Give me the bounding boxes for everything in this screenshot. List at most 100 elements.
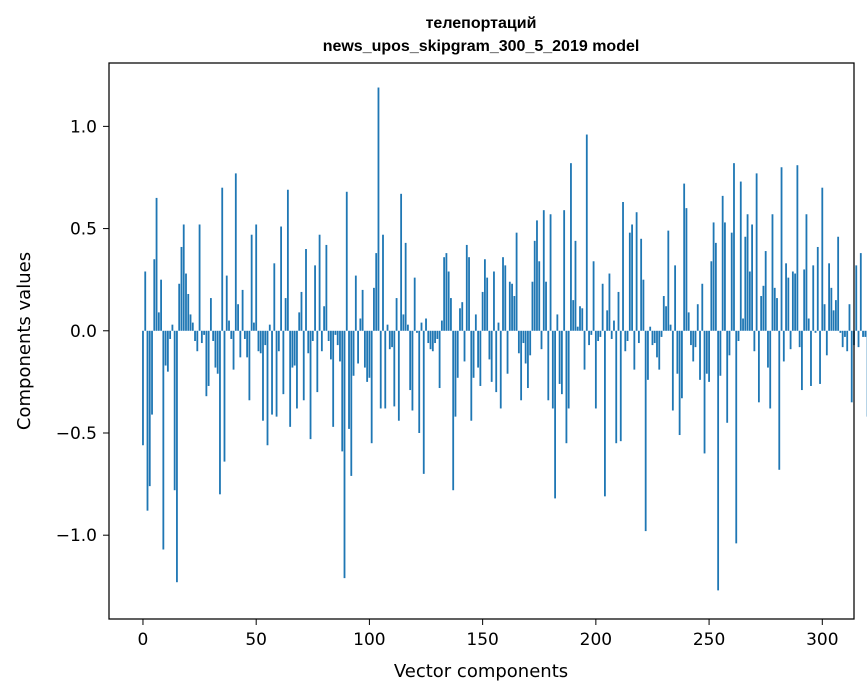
bar-40 — [232, 330, 235, 370]
bar-105 — [379, 330, 382, 409]
bar-117 — [407, 324, 409, 331]
bar-301 — [823, 304, 826, 331]
bar-267 — [746, 214, 749, 331]
bar-278 — [771, 214, 774, 331]
bar-91 — [348, 330, 350, 429]
bar-110 — [391, 330, 393, 348]
bar-133 — [443, 257, 446, 331]
y-axis-label: Components values — [14, 252, 35, 430]
bar-187 — [565, 330, 568, 444]
bar-108 — [386, 324, 389, 331]
bar-118 — [409, 330, 412, 391]
bar-138 — [454, 330, 457, 417]
bar-121 — [416, 330, 418, 333]
bar-24 — [196, 330, 199, 352]
bar-226 — [653, 330, 656, 344]
bar-175 — [538, 261, 541, 331]
bar-116 — [404, 242, 407, 331]
bar-21 — [189, 314, 192, 331]
bar-236 — [676, 330, 679, 374]
bar-34 — [219, 330, 221, 495]
bar-11 — [166, 330, 169, 372]
bar-235 — [674, 265, 677, 331]
bar-47 — [248, 330, 251, 401]
bar-156 — [495, 330, 498, 393]
bar-4 — [151, 330, 153, 415]
bar-157 — [497, 322, 500, 331]
bar-299 — [819, 330, 821, 384]
bar-129 — [434, 330, 436, 344]
bar-173 — [533, 240, 536, 331]
bar-168 — [522, 330, 525, 344]
bar-56 — [268, 324, 271, 331]
bar-212 — [622, 202, 624, 331]
bar-202 — [599, 330, 602, 337]
bar-297 — [814, 330, 817, 333]
bar-106 — [382, 234, 384, 331]
bar-29 — [207, 330, 210, 386]
bar-75 — [311, 330, 314, 341]
bar-38 — [228, 320, 230, 331]
bar-5 — [153, 259, 156, 331]
bar-265 — [742, 318, 744, 331]
bar-137 — [452, 330, 455, 491]
bar-180 — [549, 214, 552, 331]
bar-104 — [377, 87, 380, 331]
bar-210 — [617, 291, 620, 331]
bar-263 — [737, 330, 740, 341]
y-tick-label: 0.0 — [70, 322, 97, 342]
bar-85 — [334, 330, 337, 335]
bar-37 — [225, 275, 228, 331]
bar-93 — [352, 330, 355, 376]
bar-158 — [499, 330, 502, 409]
bar-64 — [286, 189, 289, 331]
bar-205 — [606, 310, 609, 331]
bar-291 — [801, 330, 803, 391]
bar-19 — [185, 273, 187, 331]
bar-264 — [739, 181, 742, 331]
bar-126 — [427, 330, 430, 344]
bar-72 — [305, 249, 307, 331]
bar-260 — [730, 232, 733, 331]
bar-69 — [298, 312, 301, 331]
bar-185 — [560, 330, 563, 395]
bar-302 — [825, 330, 828, 356]
bar-309 — [841, 330, 844, 348]
bar-135 — [447, 271, 450, 331]
bar-59 — [275, 330, 278, 417]
bar-277 — [769, 330, 772, 409]
y-tick-label: 1.0 — [70, 117, 97, 137]
bar-227 — [656, 330, 658, 358]
bar-42 — [237, 304, 239, 331]
bar-269 — [751, 224, 753, 331]
bar-48 — [250, 234, 253, 331]
bar-298 — [816, 246, 819, 331]
bar-199 — [592, 261, 595, 331]
bar-300 — [821, 187, 824, 331]
bar-2 — [146, 330, 149, 511]
bar-95 — [357, 330, 359, 364]
bar-146 — [472, 330, 475, 378]
bar-250 — [708, 330, 710, 382]
bar-36 — [223, 330, 226, 462]
bar-162 — [508, 281, 511, 331]
bar-32 — [214, 330, 217, 368]
bar-237 — [678, 330, 681, 436]
bar-58 — [273, 263, 276, 331]
bar-225 — [651, 330, 654, 346]
bar-3 — [148, 330, 151, 487]
bar-286 — [789, 330, 792, 350]
bar-317 — [859, 253, 862, 331]
bar-222 — [644, 330, 647, 532]
bar-41 — [234, 173, 237, 331]
bar-90 — [345, 191, 348, 331]
bar-27 — [203, 330, 206, 335]
bar-218 — [635, 212, 638, 331]
bar-238 — [681, 330, 683, 399]
bar-164 — [513, 296, 516, 331]
bar-215 — [628, 232, 631, 331]
bar-257 — [724, 222, 726, 331]
plot-frame — [108, 62, 855, 620]
bar-9 — [162, 330, 165, 550]
